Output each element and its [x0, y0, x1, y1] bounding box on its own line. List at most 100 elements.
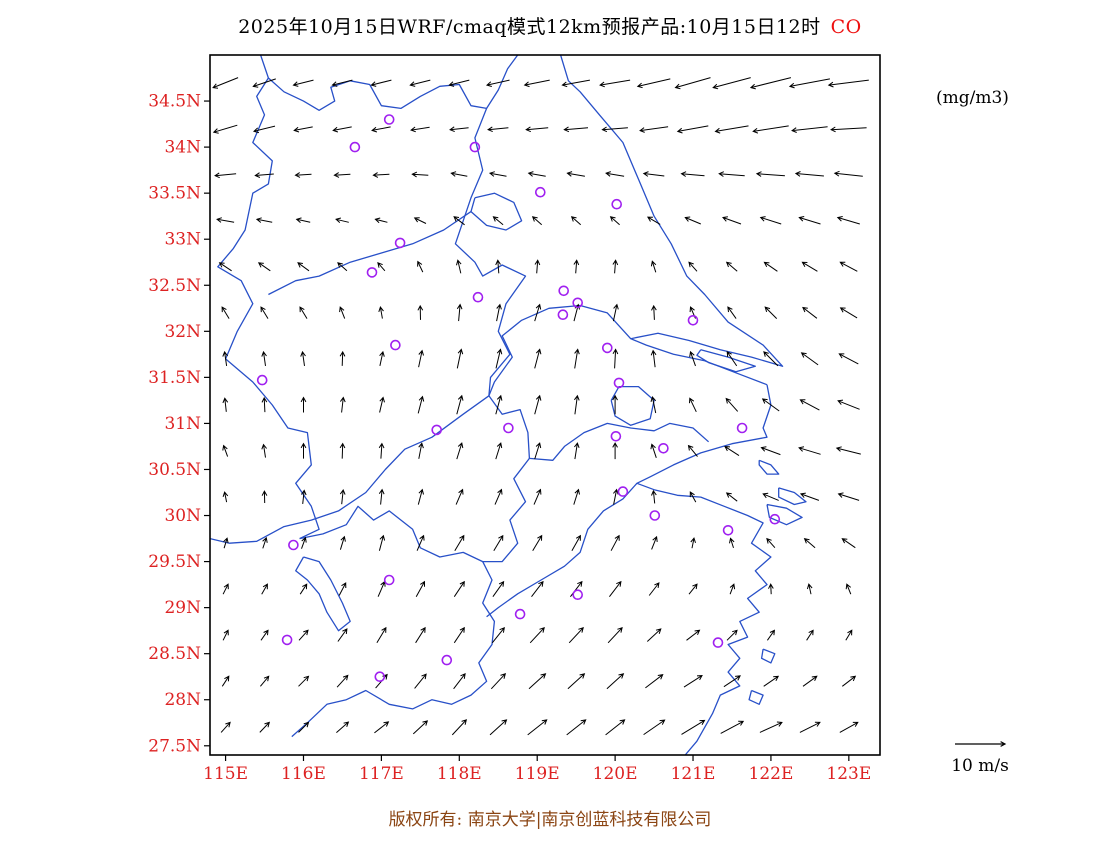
station-marker — [687, 314, 699, 326]
title-text: 2025年10月15日WRF/cmaq模式12km预报产品:10月15日12时 — [238, 16, 821, 38]
wind-arrow — [571, 534, 581, 551]
lon-tick-label: 115E — [203, 764, 248, 784]
wind-arrow — [791, 126, 828, 133]
wind-arrow — [529, 627, 545, 644]
wind-arrow — [599, 79, 631, 88]
wind-arrow — [612, 259, 619, 274]
wind-arrow — [337, 262, 348, 272]
wind-arrow — [612, 442, 618, 460]
wind-arrow — [686, 629, 701, 641]
lon-tick-label: 123E — [826, 764, 871, 784]
lat-tick-label: 32.5N — [148, 276, 201, 296]
wind-arrow — [845, 629, 853, 641]
wind-arrow — [453, 672, 466, 690]
boundary-island-zhoushan-3 — [758, 459, 780, 475]
wind-arrow — [837, 399, 860, 410]
wind-arrow — [496, 303, 502, 322]
wind-arrow — [689, 350, 696, 367]
species-label: CO — [830, 16, 862, 38]
wind-arrow — [836, 216, 860, 225]
station-marker — [558, 285, 570, 297]
wind-arrow — [525, 126, 549, 133]
wind-arrow — [261, 396, 268, 413]
wind-arrow — [453, 216, 465, 226]
wind-arrow — [261, 583, 268, 595]
wind-arrow — [799, 721, 821, 733]
station-marker — [503, 422, 514, 434]
copyright-text: 版权所有: 南京大学|南京创蓝科技有限公司 — [388, 810, 712, 830]
wind-arrow — [411, 171, 429, 178]
wind-arrow — [651, 489, 657, 504]
wind-arrow — [766, 629, 775, 641]
station-marker — [572, 297, 584, 309]
wind-arrow — [841, 675, 857, 687]
wind-arrow — [335, 217, 349, 223]
wind-arrow — [261, 490, 268, 504]
wind-arrow — [378, 442, 385, 459]
wind-arrow — [799, 399, 820, 411]
wind-arrow — [417, 260, 424, 273]
station-marker — [374, 671, 386, 683]
lat-tick-label: 31.5N — [148, 368, 201, 388]
wind-arrow — [260, 306, 269, 319]
wind-arrow — [646, 628, 662, 642]
wind-arrow — [802, 675, 818, 687]
boundary-poyang-lake — [295, 556, 351, 632]
wind-arrow — [573, 488, 580, 505]
wind-arrow — [378, 306, 384, 319]
wind-arrow — [222, 444, 229, 457]
station-marker — [288, 539, 299, 551]
wind-arrow — [379, 396, 385, 413]
wind-arrow — [415, 580, 425, 597]
wind-arrow — [495, 259, 501, 274]
station-marker — [557, 309, 569, 321]
wind-arrow — [726, 629, 738, 641]
wind-arrow — [531, 216, 543, 226]
wind-arrow — [609, 580, 622, 598]
wind-arrow — [412, 720, 429, 735]
wind-arrow — [300, 350, 306, 366]
wind-arrow — [453, 580, 465, 597]
boundary-huai-river — [268, 211, 472, 296]
lat-tick-label: 33.5N — [148, 184, 201, 204]
wind-arrow — [837, 492, 860, 501]
wind-arrow — [338, 582, 347, 596]
wind-arrow — [295, 217, 311, 223]
wind-arrow — [568, 627, 584, 644]
wind-arrow — [487, 126, 509, 133]
wind-arrow — [448, 79, 470, 87]
boundary-gan-min-zhe-border — [291, 561, 496, 738]
wind-arrow — [299, 583, 308, 595]
wind-arrow — [336, 721, 350, 733]
wind-arrow — [298, 675, 310, 687]
wind-arrow — [752, 125, 789, 134]
wind-arrow — [415, 626, 426, 644]
wind-arrow — [377, 580, 386, 597]
wind-arrow — [410, 126, 430, 133]
wind-arrow — [684, 216, 701, 225]
lat-tick-label: 32N — [164, 322, 201, 342]
wind-arrow — [574, 348, 580, 369]
wind-arrow — [688, 261, 698, 272]
lat-tick-label: 28.5N — [148, 644, 201, 664]
boundary-qiantang-river — [486, 482, 638, 618]
wind-arrow — [688, 583, 698, 595]
wind-arrow — [223, 537, 229, 549]
wind-arrow — [764, 306, 778, 319]
wind-arrow — [337, 628, 348, 642]
boundaries-layer — [210, 55, 807, 755]
wind-arrow — [574, 442, 580, 460]
lon-tick-label: 117E — [359, 764, 404, 784]
wind-arrow — [297, 262, 310, 272]
wind-arrow — [636, 78, 671, 89]
wind-arrow — [763, 351, 779, 367]
map-frame — [209, 54, 881, 756]
lat-tick-label: 34N — [164, 138, 201, 158]
wind-arrow — [528, 673, 547, 690]
lat-tick-label: 28N — [164, 690, 201, 710]
wind-arrow — [331, 79, 353, 87]
station-marker — [441, 654, 453, 666]
wind-arrow — [259, 721, 271, 733]
wind-arrow — [612, 394, 618, 415]
wind-arrow — [495, 442, 503, 460]
